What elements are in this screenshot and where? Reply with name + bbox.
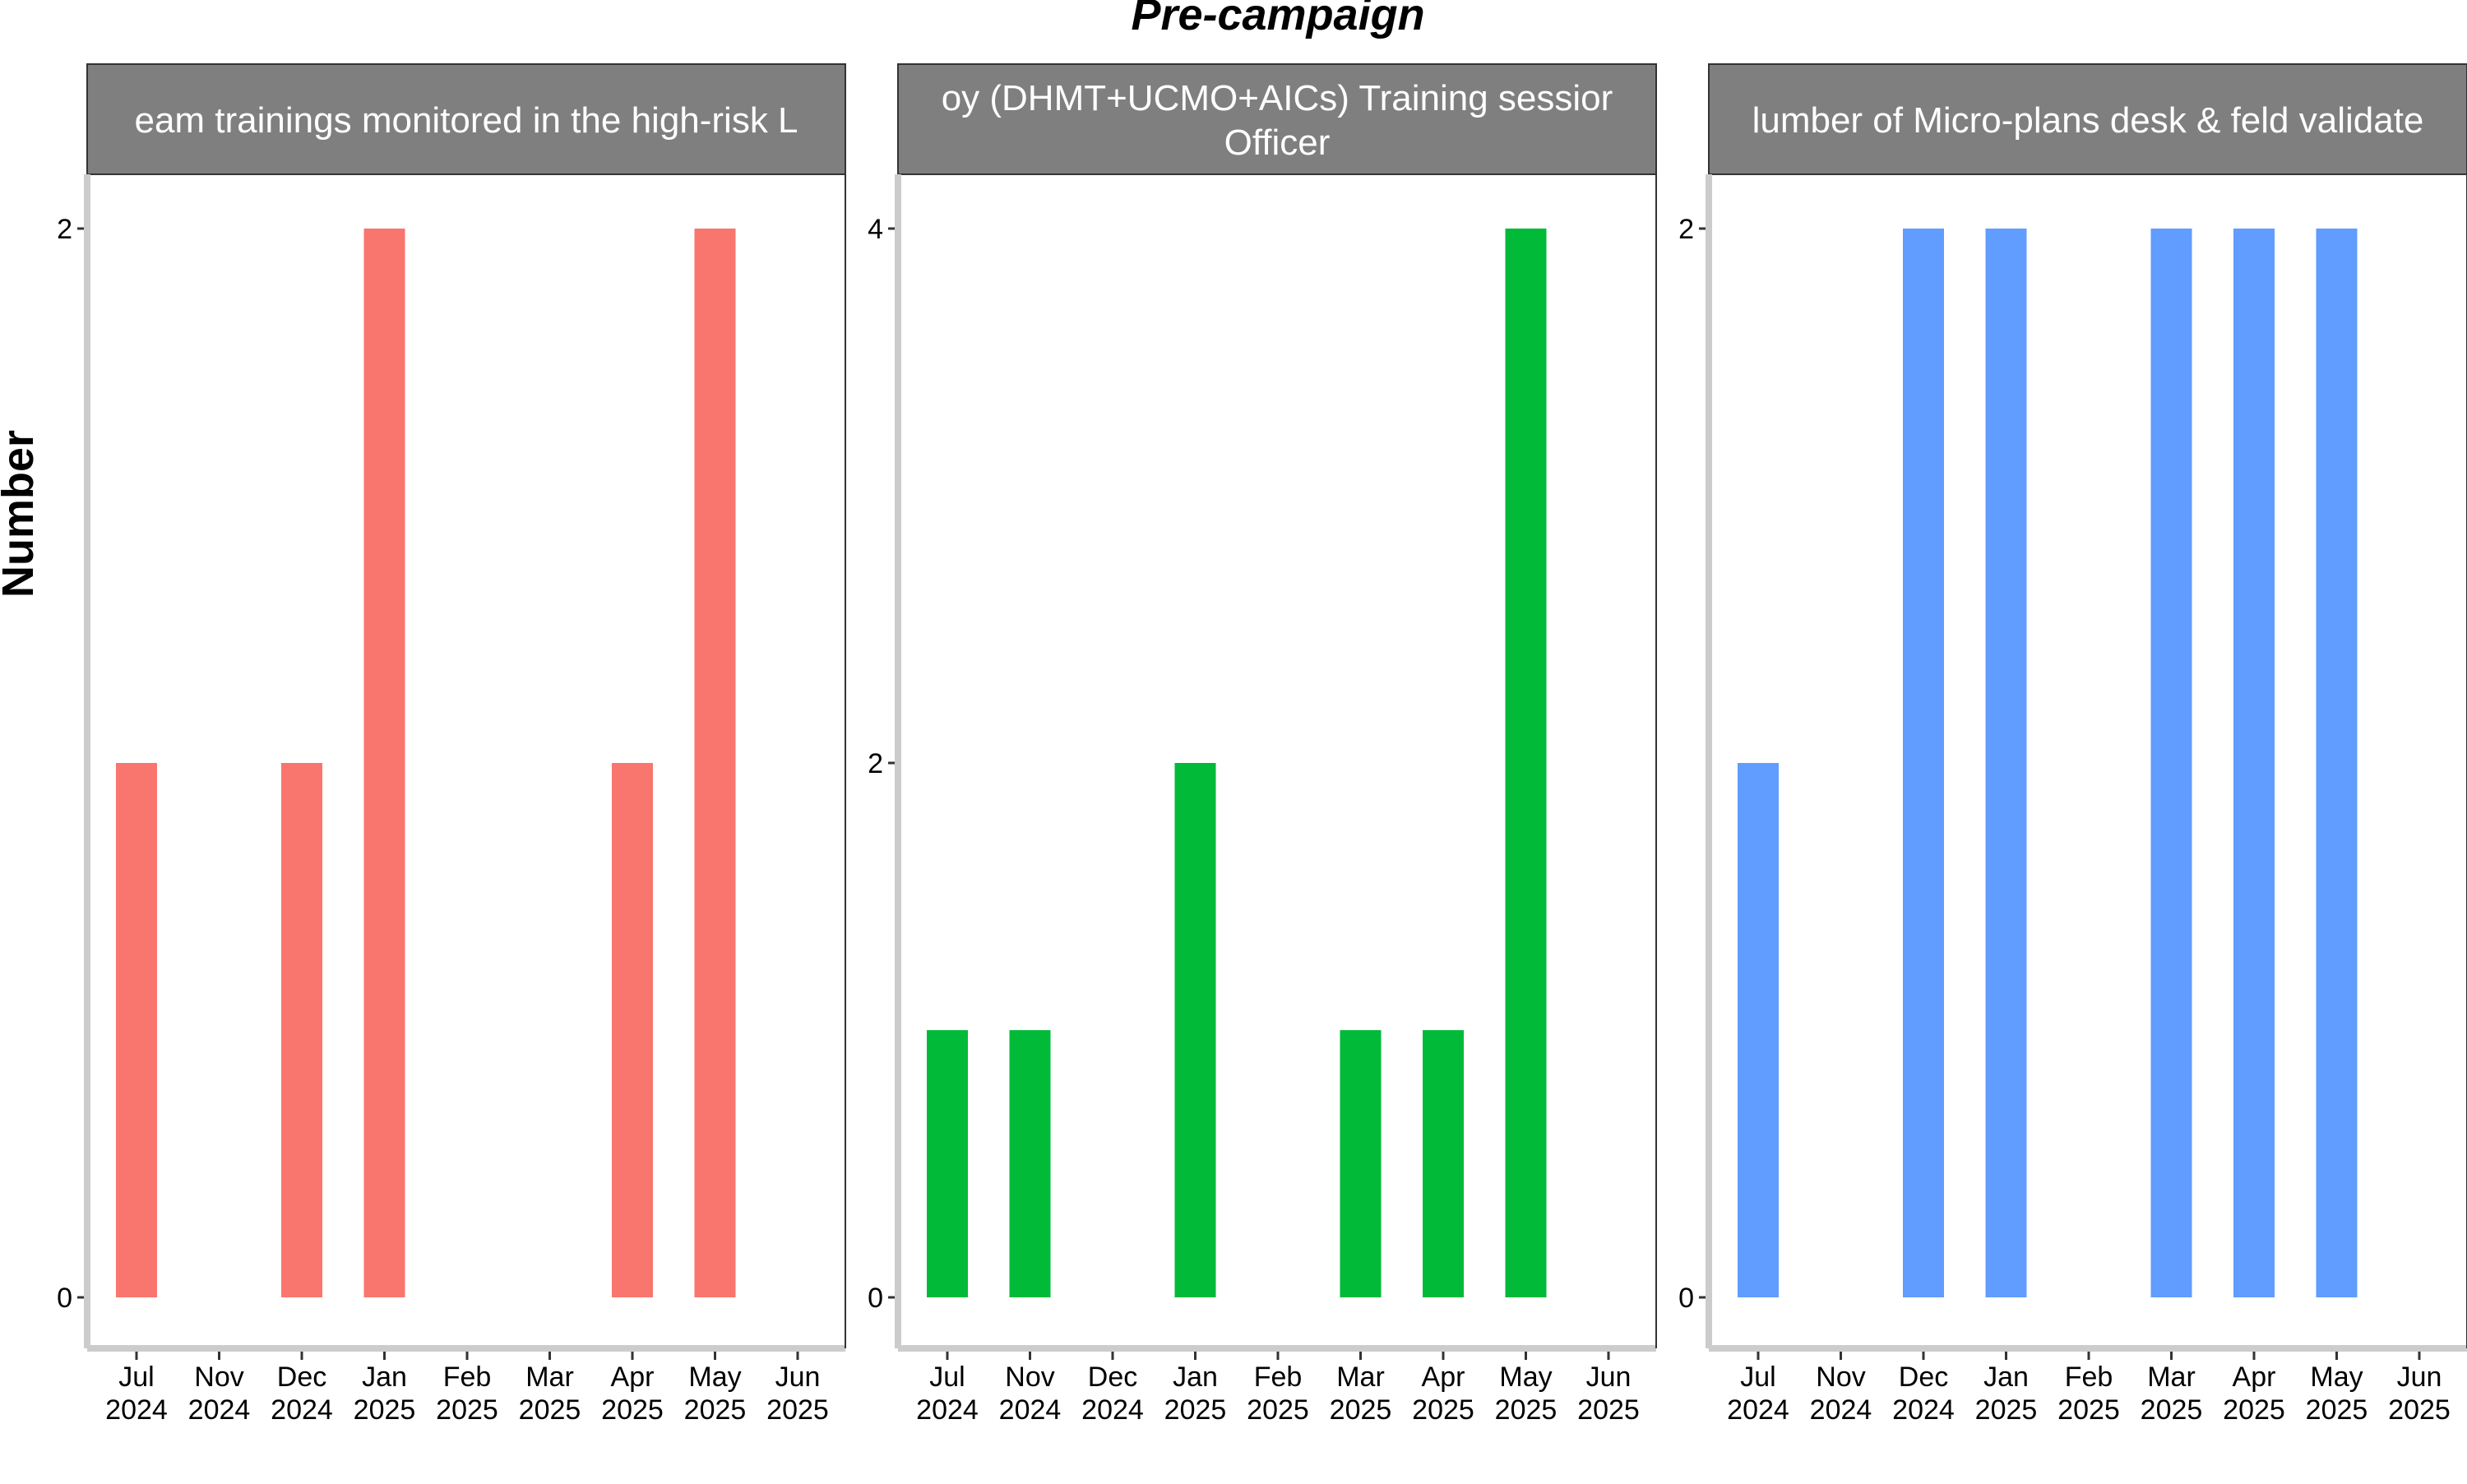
- bar-2-7: [1423, 1030, 1464, 1297]
- bar-2-8: [1505, 229, 1547, 1297]
- bar-2-1: [927, 1030, 968, 1297]
- x-tick-label-1-8: May 2025: [684, 1361, 747, 1426]
- panel-strip-label-2-1: oy (DHMT+UCMO+AICs) Training sessior: [942, 78, 1613, 118]
- bar-2-4: [1174, 763, 1216, 1297]
- x-tick-label-1-4: Jan 2025: [354, 1361, 416, 1426]
- x-tick-label-3-8: May 2025: [2306, 1361, 2368, 1426]
- bar-2-2: [1009, 1030, 1051, 1297]
- x-tick-label-2-8: May 2025: [1495, 1361, 1557, 1426]
- bar-2-6: [1340, 1030, 1382, 1297]
- x-tick-label-2-5: Feb 2025: [1247, 1361, 1309, 1426]
- x-tick-label-1-7: Apr 2025: [601, 1361, 664, 1426]
- chart-title: Pre-campaign: [1131, 0, 1424, 39]
- x-tick-label-1-3: Dec 2024: [271, 1361, 333, 1426]
- bar-1-1: [116, 763, 157, 1297]
- x-tick-label-3-3: Dec 2024: [1892, 1361, 1955, 1426]
- bar-3-7: [2233, 229, 2275, 1297]
- x-tick-label-1-6: Mar 2025: [519, 1361, 581, 1426]
- x-tick-label-3-9: Jun 2025: [2388, 1361, 2451, 1426]
- y-tick-label-3-1: 0: [1678, 1283, 1694, 1314]
- x-tick-label-3-5: Feb 2025: [2057, 1361, 2120, 1426]
- panel-strip-label-1-1: eam trainings monitored in the high-risk…: [134, 100, 798, 141]
- panels: eam trainings monitored in the high-risk…: [57, 63, 2467, 1426]
- y-tick-label-2-3: 4: [868, 214, 883, 245]
- y-tick-label-2-2: 2: [868, 748, 883, 779]
- x-tick-label-2-3: Dec 2024: [1081, 1361, 1144, 1426]
- panel-strip-3: [1708, 63, 2467, 175]
- x-tick-label-1-1: Jul 2024: [105, 1361, 168, 1426]
- bar-3-4: [1985, 229, 2027, 1297]
- x-tick-label-1-9: Jun 2025: [766, 1361, 829, 1426]
- y-tick-label-1-1: 0: [57, 1283, 72, 1314]
- x-tick-label-1-5: Feb 2025: [436, 1361, 498, 1426]
- x-tick-label-2-9: Jun 2025: [1577, 1361, 1640, 1426]
- bar-3-8: [2316, 229, 2358, 1297]
- bar-3-6: [2150, 229, 2192, 1297]
- x-tick-label-3-2: Nov 2024: [1810, 1361, 1872, 1426]
- x-tick-label-2-7: Apr 2025: [1412, 1361, 1474, 1426]
- bar-1-3: [281, 763, 322, 1297]
- x-tick-label-3-4: Jan 2025: [1975, 1361, 2038, 1426]
- panel-strip-1: [86, 63, 846, 175]
- panel-strip-2: [897, 63, 1657, 175]
- bar-1-7: [612, 763, 653, 1297]
- bar-1-8: [694, 229, 736, 1297]
- panel-strip-label-3-1: lumber of Micro-plans desk & feld valida…: [1752, 100, 2424, 141]
- x-tick-label-1-2: Nov 2024: [188, 1361, 251, 1426]
- x-tick-label-2-6: Mar 2025: [1330, 1361, 1392, 1426]
- bar-3-3: [1903, 229, 1944, 1297]
- bar-1-4: [363, 229, 405, 1297]
- x-tick-label-2-1: Jul 2024: [916, 1361, 979, 1426]
- x-tick-label-2-2: Nov 2024: [999, 1361, 1062, 1426]
- y-tick-label-3-2: 2: [1678, 214, 1694, 245]
- y-axis-label: Number: [0, 430, 43, 598]
- bar-3-1: [1738, 763, 1779, 1297]
- x-tick-label-2-4: Jan 2025: [1164, 1361, 1227, 1426]
- x-tick-label-3-7: Apr 2025: [2223, 1361, 2285, 1426]
- x-tick-label-3-6: Mar 2025: [2141, 1361, 2203, 1426]
- panel-strip-label-2-2: Officer: [1224, 123, 1331, 163]
- y-tick-label-2-1: 0: [868, 1283, 883, 1314]
- x-tick-label-3-1: Jul 2024: [1727, 1361, 1789, 1426]
- y-tick-label-1-2: 2: [57, 214, 72, 245]
